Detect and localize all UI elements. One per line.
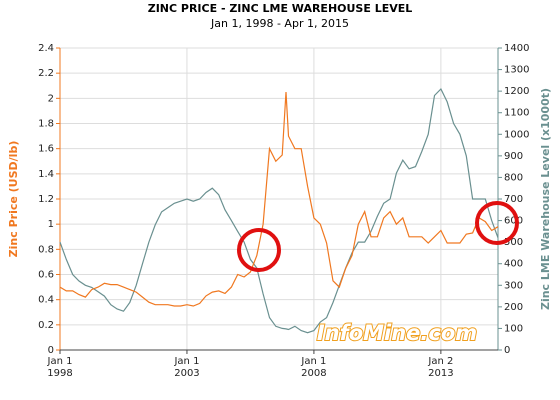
y2-tick-label: 900 bbox=[504, 151, 523, 162]
y-tick-label: 2.4 bbox=[38, 43, 54, 54]
chart-subtitle: Jan 1, 1998 - Apr 1, 2015 bbox=[210, 17, 349, 30]
y-tick-label: 1.8 bbox=[38, 119, 54, 130]
y-tick-label: 1.2 bbox=[38, 194, 54, 205]
y-tick-label: 1.4 bbox=[38, 169, 54, 180]
y-axis-label: Zinc Price (USD/lb) bbox=[7, 141, 20, 258]
y2-tick-label: 600 bbox=[504, 216, 523, 227]
chart-title: ZINC PRICE - ZINC LME WAREHOUSE LEVEL bbox=[148, 2, 413, 15]
y-tick-label: 2 bbox=[48, 93, 54, 104]
y2-tick-label: 700 bbox=[504, 194, 523, 205]
y-tick-label: 0.2 bbox=[38, 320, 54, 331]
y2-tick-label: 1400 bbox=[504, 43, 529, 54]
series-line bbox=[59, 91, 499, 307]
series-line bbox=[59, 87, 499, 334]
y2-axis-label: Zinc LME Warehouse Level (x1000t) bbox=[539, 88, 552, 310]
x-tick-label: Jan 1 2003 bbox=[174, 356, 200, 379]
y-tick-label: 1.6 bbox=[38, 144, 54, 155]
y2-tick-label: 300 bbox=[504, 280, 523, 291]
y2-tick-label: 800 bbox=[504, 172, 523, 183]
y2-tick-label: 1200 bbox=[504, 86, 529, 97]
y2-tick-label: 200 bbox=[504, 302, 523, 313]
x-tick-label: Jan 1 1998 bbox=[47, 356, 73, 379]
y2-tick-label: 1100 bbox=[504, 108, 529, 119]
grid bbox=[59, 47, 498, 351]
y2-tick-label: 500 bbox=[504, 237, 523, 248]
y-tick-label: 0.8 bbox=[38, 244, 54, 255]
y-tick-label: 0.4 bbox=[38, 295, 54, 306]
y2-tick-label: 100 bbox=[504, 323, 523, 334]
y2-tick-label: 1300 bbox=[504, 65, 529, 76]
y-tick-label: 2.2 bbox=[38, 68, 54, 79]
annotation-circle bbox=[475, 201, 519, 245]
y2-tick-label: 0 bbox=[504, 345, 510, 356]
annotation-circle bbox=[237, 228, 281, 272]
watermark: InfoMine.com bbox=[317, 321, 477, 345]
y2-tick-label: 400 bbox=[504, 259, 523, 270]
y-tick-label: 0 bbox=[48, 345, 54, 356]
y2-tick-label: 1000 bbox=[504, 129, 529, 140]
y-tick-label: 1 bbox=[48, 219, 54, 230]
y-tick-label: 0.6 bbox=[38, 270, 54, 281]
x-tick-label: Jan 1 2008 bbox=[301, 356, 327, 379]
x-tick-label: Jan 2 2013 bbox=[428, 356, 454, 379]
